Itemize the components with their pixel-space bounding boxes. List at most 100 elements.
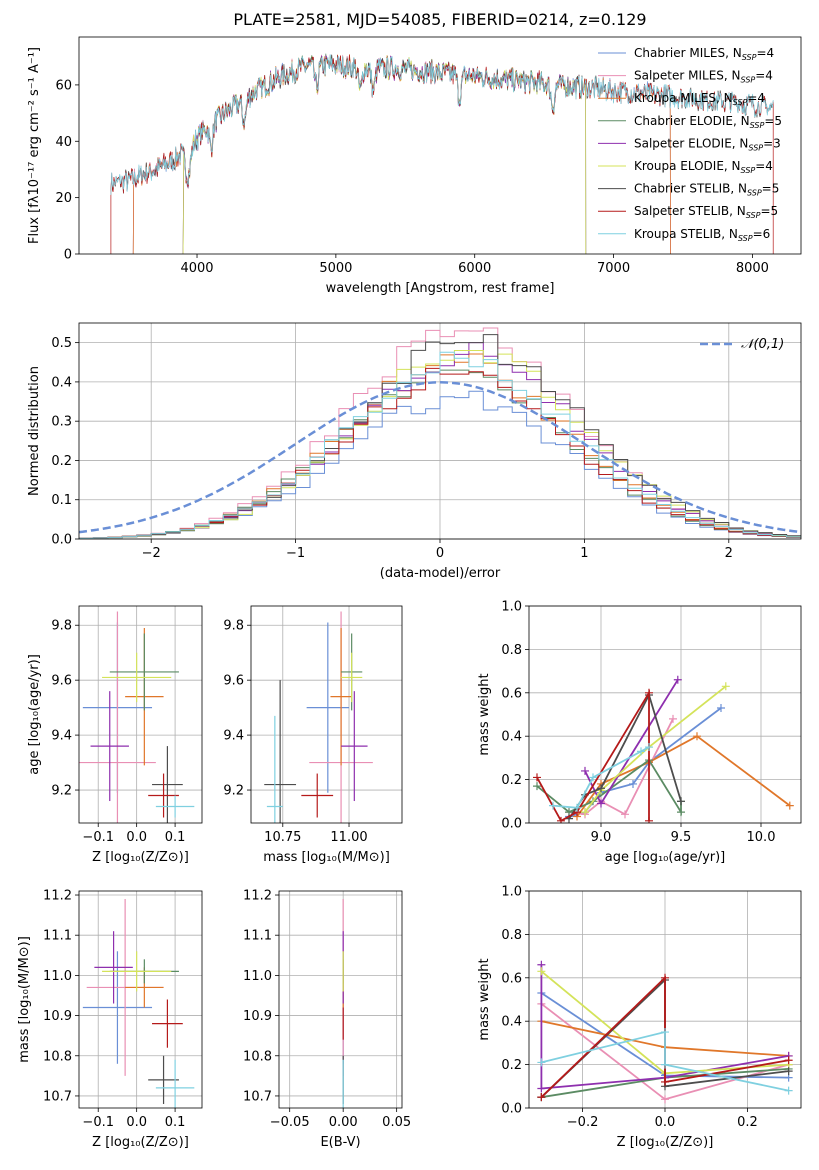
series-point bbox=[597, 784, 605, 793]
y-tick-label: 0.2 bbox=[501, 773, 522, 788]
legend-entry: Kroupa ELODIE, NSSP=4 bbox=[634, 159, 773, 175]
y-tick-label: 0.6 bbox=[501, 971, 522, 986]
y-tick-label: 10.8 bbox=[243, 1049, 272, 1064]
y-tick-label: 11.1 bbox=[43, 929, 72, 944]
series-line bbox=[576, 735, 791, 818]
mass-vs-EBV-panel: −0.05 0.00 0.05 10.7 10.8 10.9 11.0 11.1 11.2 E(B… bbox=[243, 889, 411, 1150]
axes-frame bbox=[78, 890, 203, 1109]
x-tick-label: −0.1 bbox=[82, 1115, 114, 1130]
series-point bbox=[661, 1095, 669, 1104]
series-point bbox=[661, 1077, 669, 1086]
series-point bbox=[533, 782, 541, 791]
y-tick-label: 0.4 bbox=[51, 375, 72, 390]
y-tick-label: 0.1 bbox=[51, 493, 72, 508]
y-tick-label: 0.3 bbox=[51, 415, 72, 430]
spectrum-line bbox=[110, 54, 774, 254]
axes-frame bbox=[528, 890, 802, 1109]
x-axis-label: mass [log₁₀(M/M⊙)] bbox=[263, 850, 390, 865]
y-tick-label: 40 bbox=[55, 135, 72, 150]
weight-vs-age-panel: 9.0 9.5 10.0 0.0 0.2 0.4 0.6 0.8 1.0 age [log₁₀(a… bbox=[477, 600, 802, 865]
x-axis-label: Z [log₁₀(Z/Z⊙)] bbox=[92, 850, 189, 865]
series-point bbox=[645, 688, 653, 697]
y-tick-label: 9.6 bbox=[51, 674, 72, 689]
age-vs-Z-marks bbox=[79, 611, 195, 823]
y-tick-label: 0.5 bbox=[51, 336, 72, 351]
y-tick-label: 0.8 bbox=[501, 643, 522, 658]
series-point bbox=[573, 803, 581, 812]
series-line bbox=[568, 707, 722, 818]
x-axis-label: age [log₁₀(age/yr)] bbox=[605, 850, 726, 865]
residual-histogram-panel: −2 −1 0 1 2 0.0 0.1 0.2 0.3 0.4 0.5 (data-model)/er… bbox=[27, 322, 802, 581]
y-tick-label: 0.4 bbox=[501, 730, 522, 745]
axes-frame bbox=[78, 36, 802, 255]
series-line bbox=[568, 692, 682, 820]
x-tick-label: 0.1 bbox=[165, 1115, 186, 1130]
y-tick-label: 11.1 bbox=[243, 929, 272, 944]
x-axis-label: wavelength [Angstrom, rest frame] bbox=[326, 281, 555, 296]
spectrum-panel: 4000 5000 6000 7000 8000 0 20 40 60 wavelength [A… bbox=[27, 36, 802, 296]
series-point bbox=[661, 973, 669, 982]
y-tick-label: 9.6 bbox=[223, 674, 244, 689]
y-tick-label: 9.8 bbox=[51, 619, 72, 634]
spectrum-line bbox=[110, 54, 774, 195]
weight-vs-Z-panel: −0.2 0.0 0.2 0.0 0.2 0.4 0.6 0.8 1.0 Z [log₁₀(Z/Z… bbox=[477, 885, 802, 1150]
x-tick-label: 11.00 bbox=[330, 830, 367, 845]
axes-frame bbox=[250, 605, 403, 824]
spectrum-line bbox=[132, 54, 671, 254]
y-tick-label: 0.4 bbox=[501, 1015, 522, 1030]
y-tick-label: 0.8 bbox=[501, 928, 522, 943]
x-tick-label: −0.2 bbox=[567, 1115, 599, 1130]
y-tick-label: 10.9 bbox=[243, 1009, 272, 1024]
series-point bbox=[621, 810, 629, 819]
x-tick-label: 7000 bbox=[597, 261, 630, 276]
y-tick-label: 0.0 bbox=[51, 533, 72, 548]
mass-vs-Z-marks bbox=[82, 899, 195, 1108]
age-vs-mass-panel: 10.75 11.00 9.2 9.4 9.6 9.8 mass [log₁₀(M/M⊙)] bbox=[223, 605, 403, 865]
series-point bbox=[693, 732, 701, 741]
x-tick-label: 10.75 bbox=[264, 830, 301, 845]
x-tick-label: 6000 bbox=[458, 261, 491, 276]
series-point bbox=[537, 1058, 546, 1067]
legend-entry: 𝒩(0,1) bbox=[741, 337, 784, 352]
y-tick-label: 0.6 bbox=[501, 686, 522, 701]
series-point bbox=[645, 743, 653, 752]
residual-histogram-marks bbox=[79, 327, 801, 539]
axes-frame bbox=[528, 605, 802, 824]
series-point bbox=[533, 773, 541, 782]
x-tick-label: 8000 bbox=[736, 261, 769, 276]
y-axis-label: age [log₁₀(age/yr)] bbox=[27, 654, 42, 775]
series-point bbox=[581, 808, 589, 817]
x-tick-label: 0.0 bbox=[655, 1115, 676, 1130]
x-tick-label: 0.2 bbox=[737, 1115, 758, 1130]
age-vs-mass-marks bbox=[264, 611, 373, 823]
y-tick-label: 11.2 bbox=[243, 889, 272, 904]
x-axis-label: E(B-V) bbox=[320, 1135, 360, 1150]
y-axis-label: mass weight bbox=[477, 673, 492, 755]
series-point bbox=[629, 779, 637, 788]
x-tick-label: 0.05 bbox=[382, 1115, 411, 1130]
legend-entry: Chabrier MILES, NSSP=4 bbox=[634, 46, 774, 62]
legend-entry: Kroupa STELIB, NSSP=6 bbox=[634, 227, 770, 243]
y-tick-label: 0.2 bbox=[501, 1058, 522, 1073]
x-tick-label: 9.5 bbox=[671, 830, 692, 845]
series-point bbox=[677, 808, 685, 817]
page-title: PLATE=2581, MJD=54085, FIBERID=0214, z=0… bbox=[233, 10, 647, 29]
normal-curve bbox=[79, 381, 801, 534]
x-tick-label: 1 bbox=[580, 546, 588, 561]
legend-entry: Chabrier ELODIE, NSSP=5 bbox=[634, 114, 782, 130]
legend-entry: Chabrier STELIB, NSSP=5 bbox=[634, 182, 779, 198]
series-point bbox=[537, 1093, 546, 1102]
y-tick-label: 11.2 bbox=[43, 889, 72, 904]
x-tick-label: −0.1 bbox=[82, 830, 114, 845]
series-line bbox=[584, 685, 727, 813]
x-tick-label: 10.0 bbox=[747, 830, 776, 845]
y-tick-label: 9.4 bbox=[51, 729, 72, 744]
y-tick-label: 0.2 bbox=[51, 454, 72, 469]
series-point bbox=[661, 1028, 669, 1037]
y-tick-label: 20 bbox=[55, 191, 72, 206]
x-tick-label: 9.0 bbox=[591, 830, 612, 845]
x-tick-label: 4000 bbox=[180, 261, 213, 276]
series-point bbox=[669, 714, 677, 723]
series-point bbox=[637, 747, 645, 756]
